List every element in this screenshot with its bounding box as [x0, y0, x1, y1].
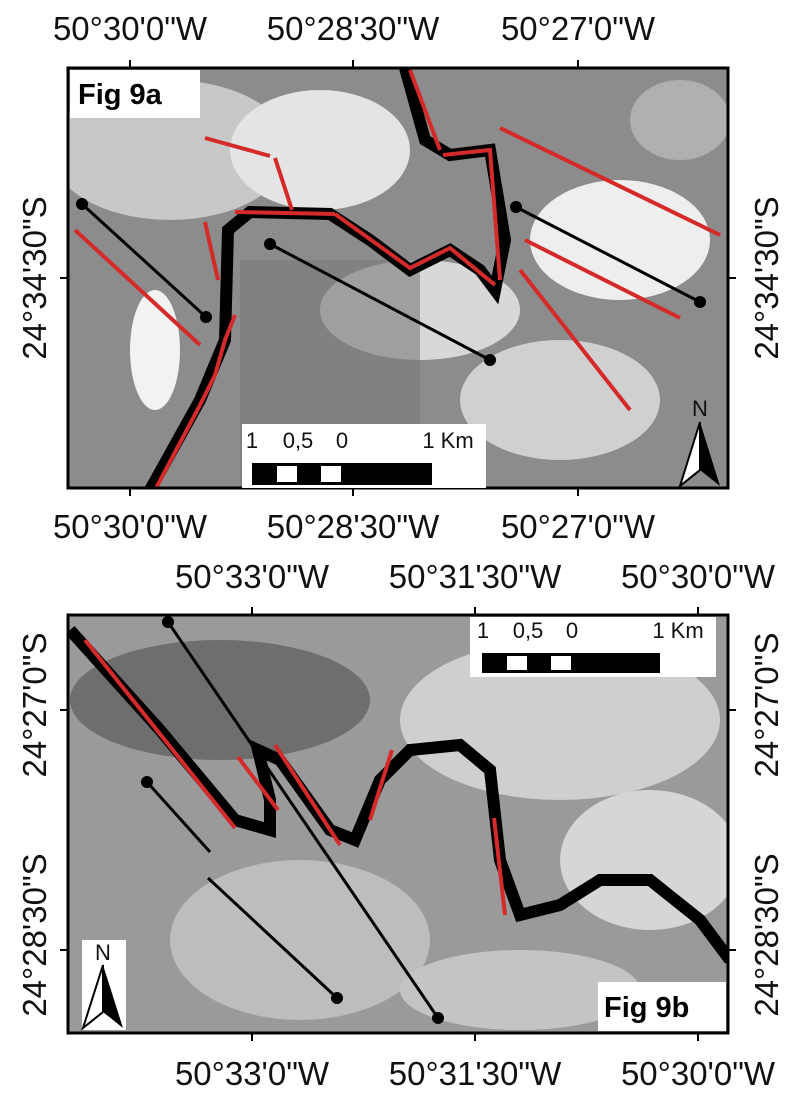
lat-label: 24°27'0"S [748, 633, 785, 778]
north-label: N [95, 940, 111, 965]
lat-label: 24°27'0"S [16, 633, 53, 778]
fig-label: Fig 9b [604, 992, 689, 1024]
scale-label: 0,5 [283, 428, 314, 453]
lat-label: 24°34'30"S [16, 196, 53, 359]
lon-label: 50°30'0"W [621, 1055, 776, 1092]
fig-label: Fig 9a [78, 79, 163, 111]
scale-bar [551, 656, 571, 670]
lon-label: 50°28'30"W [267, 508, 440, 545]
lon-label: 50°33'0"W [175, 1055, 330, 1092]
lon-label: 50°30'0"W [621, 558, 776, 595]
scale-label: 1 Km [652, 618, 703, 643]
figure: Fig 9a 1 0,5 0 1 Km N 50°30'0"W 50°28'30… [0, 0, 798, 1093]
scale-label: 1 [477, 618, 489, 643]
north-arrow: N [82, 940, 126, 1030]
lat-label: 24°28'30"S [748, 853, 785, 1016]
lon-label: 50°33'0"W [175, 558, 330, 595]
lat-label: 24°34'30"S [748, 196, 785, 359]
lon-label: 50°27'0"W [501, 508, 656, 545]
lon-label: 50°31'30"W [389, 1055, 562, 1092]
north-label: N [692, 396, 708, 421]
lon-label: 50°28'30"W [267, 10, 440, 47]
scale-label: 0 [566, 618, 578, 643]
scale-bar [321, 466, 341, 482]
scale-label: 1 [246, 428, 258, 453]
lon-label: 50°31'30"W [389, 558, 562, 595]
lon-label: 50°30'0"W [53, 10, 208, 47]
scale-bar [277, 466, 297, 482]
scale-label: 0,5 [513, 618, 544, 643]
scale-label: 0 [336, 428, 348, 453]
lon-label: 50°30'0"W [53, 508, 208, 545]
scale-bar [507, 656, 527, 670]
scale-label: 1 Km [422, 428, 473, 453]
lon-label: 50°27'0"W [501, 10, 656, 47]
lat-label: 24°28'30"S [16, 853, 53, 1016]
